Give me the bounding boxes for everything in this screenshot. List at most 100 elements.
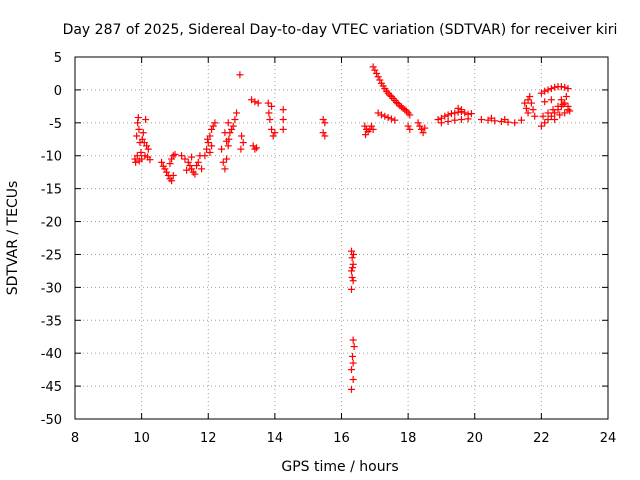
data-point — [228, 125, 236, 133]
data-point — [371, 66, 379, 74]
data-point — [561, 99, 569, 107]
data-point — [349, 260, 357, 268]
data-point — [184, 158, 192, 166]
data-point — [209, 122, 217, 130]
data-point — [529, 106, 537, 114]
y-tick-label: -25 — [41, 248, 62, 263]
data-point — [186, 162, 194, 170]
data-point — [566, 107, 574, 115]
data-point — [381, 112, 389, 120]
data-point — [444, 111, 452, 119]
data-point — [437, 119, 445, 127]
data-point — [517, 116, 525, 124]
x-tick-label: 24 — [600, 431, 617, 446]
data-point — [557, 83, 565, 91]
data-point — [406, 125, 414, 133]
grid — [75, 57, 608, 419]
data-point — [384, 114, 392, 122]
data-point — [377, 111, 385, 119]
data-point — [238, 132, 246, 140]
data-point — [224, 119, 232, 127]
data-point — [461, 109, 469, 117]
data-point — [369, 125, 377, 133]
data-point — [211, 119, 219, 127]
data-point — [193, 162, 201, 170]
data-point — [171, 150, 179, 158]
data-point — [219, 158, 227, 166]
data-point — [524, 109, 532, 117]
data-point — [537, 122, 545, 130]
data-point — [454, 104, 462, 112]
data-point — [236, 71, 244, 79]
data-point — [501, 116, 509, 124]
data-point — [559, 100, 567, 108]
data-point — [143, 142, 151, 150]
data-point — [541, 119, 549, 127]
x-tick-label: 8 — [71, 431, 79, 446]
y-axis-title: SDTVAR / TECUs — [5, 181, 21, 296]
data-point — [556, 111, 564, 119]
data-point — [265, 109, 273, 117]
data-point — [417, 125, 425, 133]
data-point — [451, 109, 459, 117]
data-point — [146, 156, 154, 164]
data-point — [524, 96, 532, 104]
data-point — [144, 145, 152, 153]
data-point — [321, 132, 329, 140]
data-point — [168, 177, 176, 185]
data-point — [279, 116, 287, 124]
x-tick-label: 12 — [200, 431, 217, 446]
y-tick-label: -20 — [41, 216, 62, 231]
data-point — [251, 145, 259, 153]
x-axis-title: GPS time / hours — [281, 459, 398, 475]
data-point — [414, 119, 422, 127]
data-point — [404, 122, 412, 130]
data-point — [544, 109, 552, 117]
data-point — [135, 157, 143, 165]
data-point — [279, 125, 287, 133]
data-point — [557, 96, 565, 104]
data-point — [347, 385, 355, 393]
data-point — [194, 158, 202, 166]
data-point — [350, 343, 358, 351]
data-point — [434, 116, 442, 124]
data-point — [347, 267, 355, 275]
data-point — [224, 142, 232, 150]
data-point — [349, 359, 357, 367]
data-point — [158, 158, 166, 166]
data-point — [391, 116, 399, 124]
data-point — [541, 98, 549, 106]
chart-title: Day 287 of 2025, Sidereal Day-to-day VTE… — [63, 22, 618, 38]
data-point — [348, 264, 356, 272]
data-point — [419, 129, 427, 137]
data-point — [321, 119, 329, 127]
y-tick-label: -15 — [41, 183, 62, 198]
data-point — [169, 171, 177, 179]
data-point — [229, 122, 237, 130]
y-tick-label: -30 — [41, 281, 62, 296]
data-point — [188, 165, 196, 173]
data-point — [511, 119, 519, 127]
x-tick-label: 22 — [533, 431, 550, 446]
data-point — [133, 152, 141, 160]
x-tick-label: 20 — [466, 431, 483, 446]
data-point — [349, 336, 357, 344]
data-point — [208, 125, 216, 133]
data-point — [551, 116, 559, 124]
x-tick-label: 16 — [333, 431, 350, 446]
y-tick-label: -35 — [41, 314, 62, 329]
data-point — [386, 91, 394, 99]
data-point — [544, 86, 552, 94]
data-point — [218, 145, 226, 153]
data-point — [451, 116, 459, 124]
data-point — [139, 129, 147, 137]
data-point — [348, 352, 356, 360]
data-point — [254, 99, 262, 107]
data-point — [349, 376, 357, 384]
data-point — [223, 155, 231, 163]
data-point — [392, 98, 400, 106]
data-point — [374, 73, 382, 81]
data-point — [464, 115, 472, 123]
data-point — [447, 110, 455, 118]
